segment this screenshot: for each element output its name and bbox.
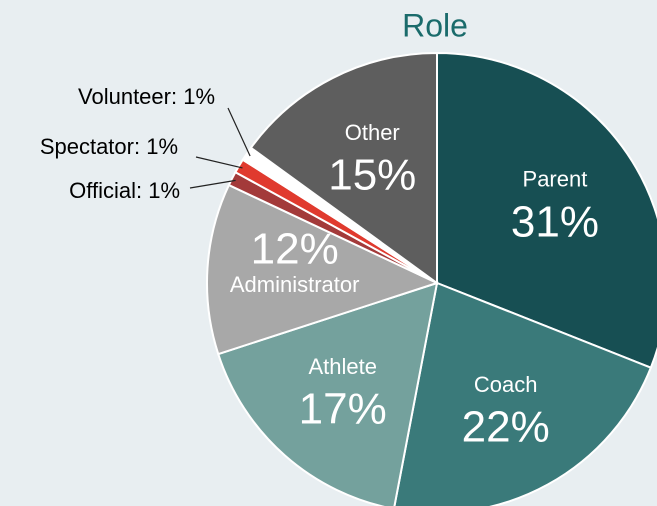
pie-slice (436, 51, 657, 369)
data-label: 17% (299, 385, 387, 434)
data-label: 15% (328, 151, 416, 200)
pie-slice (249, 51, 438, 285)
slice-label: Other (345, 120, 400, 145)
slice-label: Athlete (308, 354, 377, 379)
leader-line (195, 156, 243, 169)
data-label: 22% (462, 403, 550, 452)
data-label: Spectator: 1% (40, 134, 178, 159)
pie-slice (216, 281, 439, 506)
pie-slice (206, 183, 440, 356)
data-label: 31% (511, 197, 599, 246)
slice-label: Parent (523, 167, 588, 192)
slice-label: Coach (474, 372, 538, 397)
leader-line (189, 179, 236, 189)
pie-slice (393, 281, 653, 506)
data-label: Volunteer: 1% (78, 84, 215, 109)
data-label: 12% (251, 225, 339, 274)
leader-line (227, 107, 251, 157)
data-label: Official: 1% (69, 178, 180, 203)
chart-title: Role (402, 7, 468, 43)
slice-label: Administrator (230, 272, 360, 297)
